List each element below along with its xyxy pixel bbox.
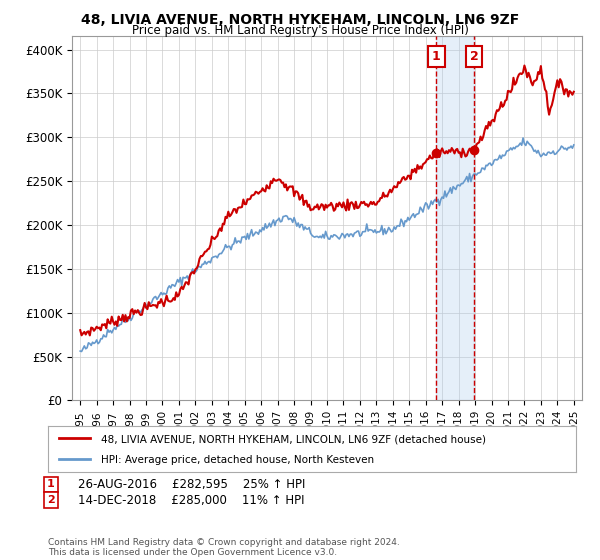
Text: Contains HM Land Registry data © Crown copyright and database right 2024.
This d: Contains HM Land Registry data © Crown c… <box>48 538 400 557</box>
Text: HPI: Average price, detached house, North Kesteven: HPI: Average price, detached house, Nort… <box>101 455 374 465</box>
Text: 2: 2 <box>470 50 479 63</box>
Text: 48, LIVIA AVENUE, NORTH HYKEHAM, LINCOLN, LN6 9ZF: 48, LIVIA AVENUE, NORTH HYKEHAM, LINCOLN… <box>81 13 519 27</box>
Bar <box>436 36 474 400</box>
Text: 14-DEC-2018    £285,000    11% ↑ HPI: 14-DEC-2018 £285,000 11% ↑ HPI <box>78 493 305 507</box>
Text: 1: 1 <box>432 50 441 63</box>
Text: 1: 1 <box>47 479 55 489</box>
Text: 48, LIVIA AVENUE, NORTH HYKEHAM, LINCOLN, LN6 9ZF (detached house): 48, LIVIA AVENUE, NORTH HYKEHAM, LINCOLN… <box>101 435 486 445</box>
Text: 2: 2 <box>47 495 55 505</box>
Text: Price paid vs. HM Land Registry's House Price Index (HPI): Price paid vs. HM Land Registry's House … <box>131 24 469 37</box>
Text: 26-AUG-2016    £282,595    25% ↑ HPI: 26-AUG-2016 £282,595 25% ↑ HPI <box>78 478 305 491</box>
